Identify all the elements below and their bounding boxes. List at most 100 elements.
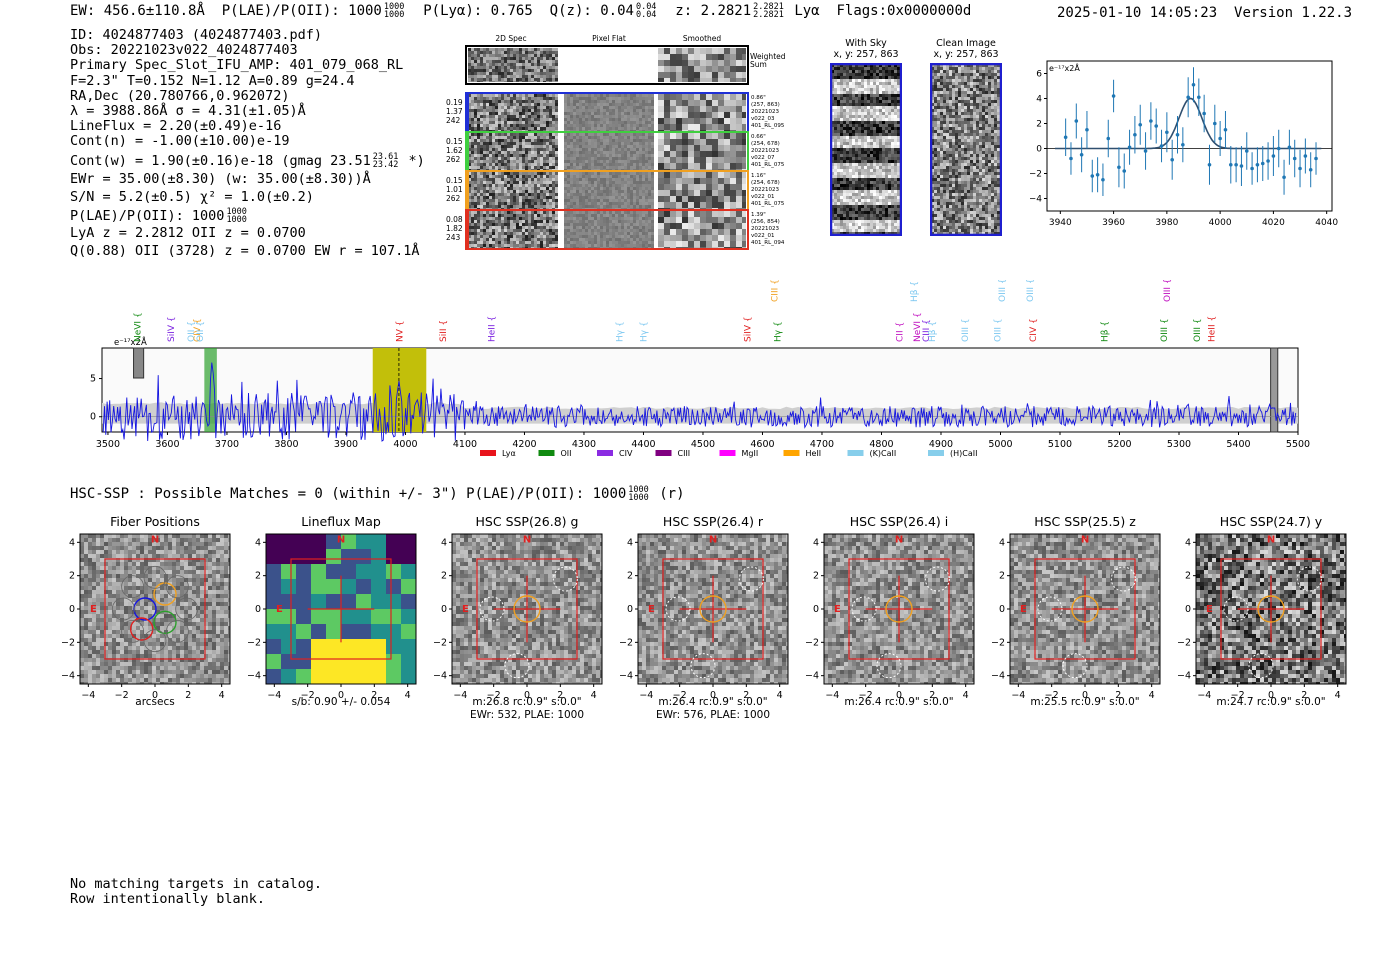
flags-value: Flags:0x0000000d — [836, 3, 972, 19]
cutout-pixelflat-3 — [564, 211, 654, 248]
spec-line-label: Hβ { — [910, 281, 920, 302]
hsc-xtick-label: 0 — [338, 690, 344, 701]
zoom-data-point — [1266, 159, 1270, 163]
zoom-data-point — [1276, 146, 1281, 151]
spec-line-label: Hγ { — [616, 321, 626, 342]
zoom-data-point — [1122, 169, 1127, 173]
zoom-data-point — [1154, 124, 1159, 128]
hsc-ytick-label: −2 — [433, 637, 447, 648]
spec-line-label: OII { — [187, 321, 197, 342]
cutout-colorbar-1 — [466, 132, 469, 171]
hsc-ytick-label: 2 — [813, 571, 819, 582]
hsc-ytick-label: 4 — [813, 537, 819, 548]
cutout-pixelflat-1 — [564, 133, 654, 170]
hsc-aperture — [699, 595, 727, 623]
hsc-caption-1-1: s/b: 0.90 +/- 0.054 — [291, 696, 391, 708]
col-header-2dspec: 2D Spec — [495, 34, 527, 43]
zoom-data-point — [1255, 162, 1260, 167]
hsc-red-box-3 — [662, 558, 764, 660]
cutout-grid — [465, 45, 749, 250]
spec-legend-label: (H)CaII — [950, 449, 977, 458]
info-lambda: λ = 3988.86Å σ = 4.31(±1.05)Å — [70, 103, 306, 120]
spec-line-label: CII { — [895, 322, 905, 342]
zoom-data-point — [1170, 157, 1174, 162]
hsc-ytick-label: −4 — [805, 671, 819, 682]
hsc-pixels-0 — [80, 534, 230, 684]
hsc-pixels-3 — [638, 534, 788, 684]
spec-xtick-label: 4700 — [810, 439, 834, 450]
hsc-xtick-label: −2 — [673, 690, 687, 701]
hsc-ytick-label: 2 — [999, 571, 1005, 582]
hsc-caption-1-0: arcsecs — [135, 696, 175, 708]
hsc-caption-1-4: m:26.4 rc:0.9" s:0.0" — [844, 696, 954, 708]
hsc-panel-image-6: N E −4 −4 −2 −2 0 0 2 2 4 4 — [1177, 533, 1347, 701]
spec-xtick-label: 4100 — [453, 439, 477, 450]
hsc-xtick-label: 2 — [185, 690, 191, 701]
hsc-ytick-label: −4 — [61, 671, 75, 682]
cutout-right-label-0: 0.86" (257, 863) 20221023 v022_03 401_RL_095 — [751, 95, 785, 129]
spec-line-label: OIII { — [1026, 280, 1036, 302]
hsc-source-circle — [1248, 653, 1274, 679]
weighted-2dspec — [468, 48, 558, 82]
hsc-pixels-6 — [1196, 534, 1346, 684]
hsc-xtick-label: 4 — [219, 690, 225, 701]
hsc-ytick-label: 0 — [441, 604, 447, 615]
hsc-xtick-label: −2 — [487, 690, 501, 701]
info-id: ID: 4024877403 (4024877403.pdf) — [70, 27, 322, 43]
hsc-ytick-label: 2 — [1185, 571, 1191, 582]
spec-legend-label: (K)CaII — [870, 449, 897, 458]
zoom-ytick-label: 4 — [1036, 95, 1042, 105]
spec-line-label: OIII { — [1160, 318, 1170, 342]
spec-line-label: SiIV { — [167, 316, 177, 342]
spec-xtick-label: 5200 — [1107, 439, 1131, 450]
spec-xtick-label: 3800 — [274, 439, 298, 450]
zoom-data-point — [1133, 132, 1137, 137]
spec-legend-label: MgII — [742, 449, 759, 458]
info-radec: RA,Dec (20.780766,0.962072) — [70, 87, 290, 104]
spec-xtick-label: 5100 — [1048, 439, 1072, 450]
hsc-north-label: N — [1081, 534, 1089, 545]
hsc-red-box-2 — [476, 558, 578, 660]
hsc-xtick-label: −4 — [1197, 690, 1211, 701]
zoom-data-point — [1234, 162, 1238, 167]
hsc-xtick-label: −4 — [825, 690, 839, 701]
hsc-red-box-0 — [104, 558, 206, 660]
cutout-pixelflat-0 — [564, 94, 654, 131]
hsc-xtick-label: −4 — [453, 690, 467, 701]
cutout-left-label-0: 0.19 1.37 242 — [446, 98, 463, 125]
spec-ytick-label: 0 — [90, 412, 96, 423]
info-fit: F=2.3" T=0.152 N=1.12 A=0.89 g=24.4 — [70, 72, 355, 89]
datetime: 2025-01-10 14:05:23 — [1057, 5, 1218, 21]
z-value: z: 2.2821 — [675, 3, 752, 19]
hsc-aperture — [885, 595, 913, 623]
clean-image-xy: x, y: 257, 863 — [933, 49, 999, 60]
info-ewr: EWr = 35.00(±8.30) (w: 35.00(±8.30))Å — [70, 170, 371, 187]
fiber-circle-grey — [165, 619, 189, 643]
spec-line-label: NeVI { — [134, 312, 144, 342]
hsc-north-label: N — [1267, 534, 1275, 545]
spec-xtick-label: 5400 — [1226, 439, 1250, 450]
ew-value: EW: 456.6±110.8Å — [70, 3, 205, 19]
hsc-panel-image-5: N E −4 −4 −2 −2 0 0 2 2 4 4 — [991, 533, 1161, 701]
hsc-aperture — [513, 595, 541, 623]
hsc-east-label: E — [1206, 604, 1213, 615]
hsc-xtick-label: 0 — [896, 690, 902, 701]
col-header-smoothed: Smoothed — [682, 34, 722, 43]
spec-xtick-label: 4800 — [869, 439, 893, 450]
zoom-data-point — [1159, 144, 1164, 148]
info-sn: S/N = 5.2(±0.5) χ² = 1.0(±0.2) — [70, 189, 314, 206]
zoom-xtick-label: 3980 — [1155, 218, 1178, 228]
spec-xtick-label: 4000 — [393, 439, 417, 450]
hsc-panel-title-1: Lineflux Map — [301, 514, 381, 529]
zoom-data-point — [1239, 164, 1244, 168]
hsc-panel-title-4: HSC SSP(26.4) i — [849, 514, 949, 529]
hsc-ytick-label: 0 — [69, 604, 75, 615]
spec-hatch-right — [1270, 347, 1279, 433]
spec-legend-label: OII — [561, 449, 572, 458]
zoom-data-point — [1079, 152, 1084, 157]
spec-xtick-label: 3600 — [155, 439, 179, 450]
cutout-2dspec-2 — [468, 172, 558, 209]
hsc-xtick-label: −2 — [301, 690, 315, 701]
zoom-data-point — [1314, 156, 1318, 161]
spec-xtick-label: 4200 — [512, 439, 536, 450]
